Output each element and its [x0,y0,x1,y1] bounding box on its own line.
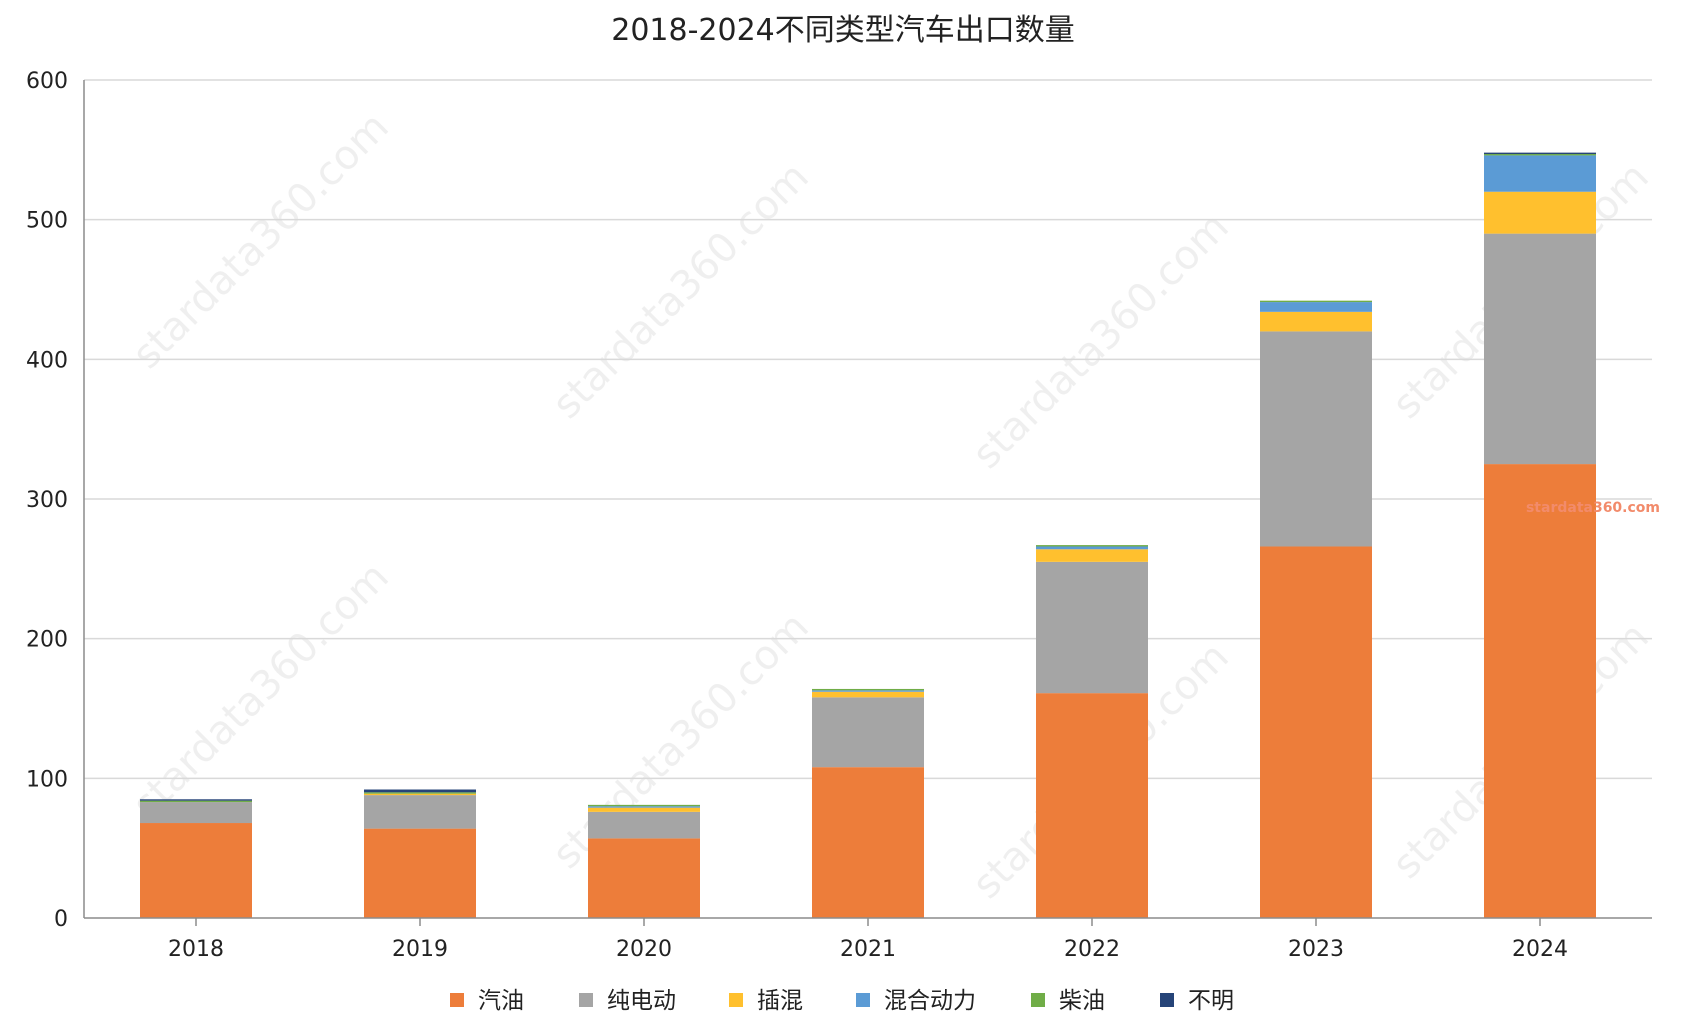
brand-watermark: stardata360.com [1526,500,1660,516]
bar-segment [588,806,700,808]
y-tick-label: 0 [54,907,68,932]
legend-swatch [729,993,743,1007]
bar-segment [1260,311,1372,332]
x-tick-label: 2021 [840,937,896,962]
bar-segment [588,804,700,807]
bar-segment [364,795,476,829]
bar-segment [1036,546,1148,550]
bar-segment [812,690,924,692]
bars [140,152,1596,918]
bar-segment [1260,331,1372,547]
bar-segment [140,802,252,824]
x-tick-label: 2020 [616,937,672,962]
watermark-text: stardata360.com [124,104,398,378]
bar-segment [588,811,700,839]
y-tick-label: 100 [26,767,68,792]
bar-segment [1260,546,1372,918]
watermark-text: stardata360.com [544,154,818,428]
bar-segment [1260,300,1372,303]
bar-segment [812,691,924,698]
bar-segment [364,793,476,796]
bar-segment [1036,549,1148,562]
legend-swatch [579,993,593,1007]
legend-swatch [450,993,464,1007]
bar-segment [140,823,252,918]
legend-label: 插混 [757,988,803,1014]
bar-segment [140,800,252,803]
y-tick-label: 200 [26,628,68,653]
bar-segment [812,697,924,768]
legend-label: 混合动力 [884,988,976,1014]
bar-segment [1484,191,1596,234]
bar-segment [364,828,476,918]
bar-segment [812,767,924,918]
bar-segment [1484,154,1596,156]
legend-label: 汽油 [478,988,524,1014]
bar-segment [1036,561,1148,694]
axes: 0 100 200 300 400 500 600 2018 2019 2020 2021 2022 2… [26,69,1652,962]
bar-segment [1484,152,1596,155]
bar-segment [1484,155,1596,192]
y-tick-label: 400 [26,348,68,373]
bar-segment [364,792,476,794]
legend-swatch [1031,993,1045,1007]
x-tick-label: 2022 [1064,937,1120,962]
watermark-text: stardata360.com [124,554,398,828]
legend-label: 柴油 [1059,988,1105,1014]
y-tick-label: 300 [26,488,68,513]
bar-segment [588,838,700,918]
chart-title: 2018-2024不同类型汽车出口数量 [611,13,1075,48]
bar-segment [1260,302,1372,312]
legend-swatch [856,993,870,1007]
watermark-text: stardata360.com [964,204,1238,478]
bar-segment [364,789,476,793]
y-tick-label: 600 [26,69,68,94]
legend-label: 不明 [1188,988,1234,1014]
bar-segment [1036,545,1148,547]
bar-segment [1036,693,1148,918]
bar-segment [1484,464,1596,918]
legend-swatch [1160,993,1174,1007]
legend: 汽油 纯电动 插混 混合动力 柴油 不明 [450,988,1234,1014]
bar-segment [140,799,252,801]
x-tick-label: 2019 [392,937,448,962]
bar-segment [1484,233,1596,465]
x-tick-label: 2023 [1288,937,1344,962]
bar-segment [812,688,924,691]
bar-segment [588,807,700,812]
y-tick-label: 500 [26,209,68,234]
x-tick-label: 2024 [1512,937,1568,962]
legend-label: 纯电动 [607,988,676,1014]
x-tick-label: 2018 [168,937,224,962]
